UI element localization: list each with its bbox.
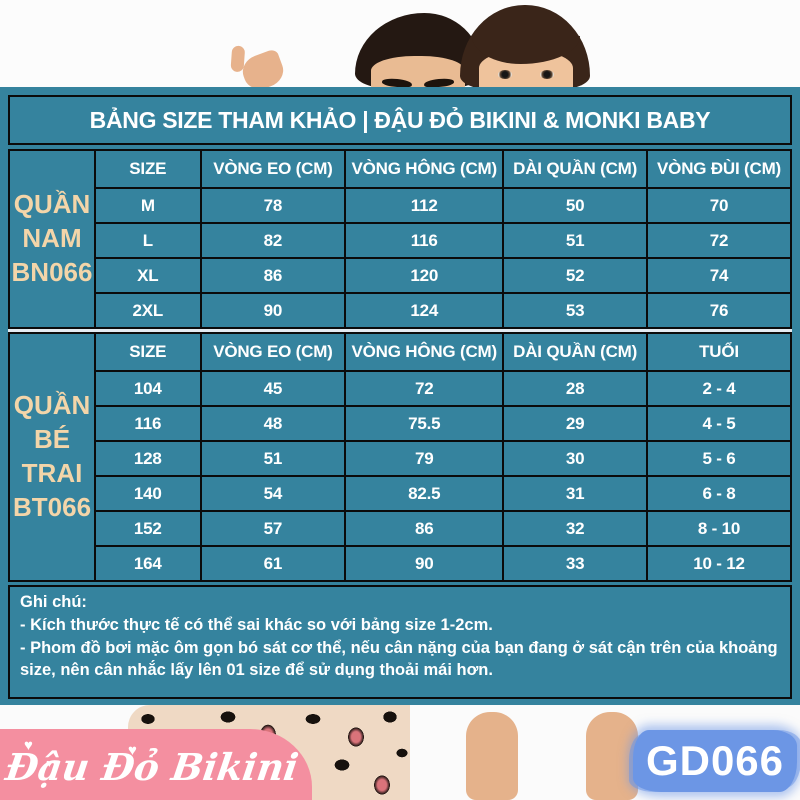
table-cell: L (94, 222, 202, 259)
table-cell: 76 (646, 292, 792, 329)
table-cell: M (94, 187, 202, 224)
table-cell: 8 - 10 (646, 510, 792, 547)
table-cell: 72 (646, 222, 792, 259)
table-cell: 51 (199, 440, 347, 477)
brand-logo-text: Đậu Đỏ Bikini (2, 745, 302, 789)
table-cell: 2XL (94, 292, 202, 329)
table-row: 152 57 86 32 8 - 10 (9, 510, 792, 547)
child-leg-photo (466, 712, 518, 800)
table-cell: 72 (344, 370, 505, 407)
table-cell: 152 (94, 510, 202, 547)
table-cell: 10 - 12 (646, 545, 792, 582)
table-separator (8, 329, 792, 332)
notes-heading: Ghi chú: (20, 593, 87, 611)
table-cell: 50 (502, 187, 649, 224)
boy-eye-photo (498, 70, 512, 79)
table-cell: 75.5 (344, 405, 505, 442)
table-cell: 82.5 (344, 475, 505, 512)
column-header: DÀI QUẦN (CM) (502, 332, 649, 372)
table-cell: 116 (344, 222, 505, 259)
table-row: M 78 112 50 70 (9, 187, 792, 224)
table-cell: 74 (646, 257, 792, 294)
board-title: BẢNG SIZE THAM KHẢO | ĐẬU ĐỎ BIKINI & MO… (8, 95, 792, 145)
table-cell: 79 (344, 440, 505, 477)
table-cell: 90 (199, 292, 347, 329)
column-header: VÒNG HÔNG (CM) (344, 332, 505, 372)
size-board: BẢNG SIZE THAM KHẢO | ĐẬU ĐỎ BIKINI & MO… (0, 87, 800, 705)
child-leg-photo (586, 712, 638, 800)
notes-box: Ghi chú: - Kích thước thực tế có thể sai… (8, 585, 792, 699)
table-row: 140 54 82.5 31 6 - 8 (9, 475, 792, 512)
table-cell: 57 (199, 510, 347, 547)
product-label: QUẦN BÉ TRAI BT066 (7, 332, 97, 582)
product-code-badge: GD066 (633, 730, 797, 792)
table-cell: 61 (199, 545, 347, 582)
table-row: 164 61 90 33 10 - 12 (9, 545, 792, 582)
table-cell: 86 (344, 510, 505, 547)
table-cell: 82 (199, 222, 347, 259)
table-cell: XL (94, 257, 202, 294)
table-cell: 112 (344, 187, 505, 224)
column-header: VÒNG HÔNG (CM) (344, 149, 505, 189)
table-cell: 78 (199, 187, 347, 224)
table-cell: 51 (502, 222, 649, 259)
table-cell: 6 - 8 (646, 475, 792, 512)
table-cell: 33 (502, 545, 649, 582)
table-cell: 4 - 5 (646, 405, 792, 442)
table-cell: 28 (502, 370, 649, 407)
table-header-row: QUẦN NAM BN066 SIZE VÒNG EO (CM) VÒNG HÔNG (C… (7, 149, 792, 329)
table-cell: 32 (502, 510, 649, 547)
table-cell: 124 (344, 292, 505, 329)
table-row: 128 51 79 30 5 - 6 (9, 440, 792, 477)
product-label: QUẦN NAM BN066 (7, 149, 97, 329)
column-header: SIZE (94, 149, 202, 189)
table-cell: 52 (502, 257, 649, 294)
heart-icon: ♥ (46, 758, 53, 770)
table-cell: 54 (199, 475, 347, 512)
table-cell: 116 (94, 405, 202, 442)
column-header: SIZE (94, 332, 202, 372)
table-cell: 48 (199, 405, 347, 442)
note-line: - Phom đồ bơi mặc ôm gọn bó sát cơ thể, … (20, 638, 778, 680)
table-cell: 30 (502, 440, 649, 477)
table-cell: 45 (199, 370, 347, 407)
table-cell: 70 (646, 187, 792, 224)
table-header-row: QUẦN BÉ TRAI BT066 SIZE VÒNG EO (CM) VÒNG HÔNG… (7, 332, 792, 582)
table-cell: 104 (94, 370, 202, 407)
heart-icon: ♥ (128, 742, 137, 759)
table-cell: 120 (344, 257, 505, 294)
table-cell: 164 (94, 545, 202, 582)
boy-eye-photo (540, 70, 554, 79)
table-row: 116 48 75.5 29 4 - 5 (9, 405, 792, 442)
table-row: 2XL 90 124 53 76 (9, 292, 792, 329)
table-cell: 86 (199, 257, 347, 294)
table-cell: 53 (502, 292, 649, 329)
column-header: TUỔI (646, 332, 792, 372)
column-header: VÒNG EO (CM) (199, 149, 347, 189)
table-cell: 31 (502, 475, 649, 512)
column-header: VÒNG EO (CM) (199, 332, 347, 372)
photo-bottom-strip: ♥ ♥ ♥ Đậu Đỏ Bikini GD066 (0, 705, 800, 800)
table-cell: 140 (94, 475, 202, 512)
table-row: XL 86 120 52 74 (9, 257, 792, 294)
size-table-boys: QUẦN BÉ TRAI BT066 SIZE VÒNG EO (CM) VÒNG HÔNG… (7, 332, 792, 582)
photo-top-strip (0, 0, 800, 94)
column-header: VÒNG ĐÙI (CM) (646, 149, 792, 189)
note-line: - Kích thước thực tế có thể sai khác so … (20, 615, 493, 634)
brand-logo-plate: ♥ ♥ ♥ Đậu Đỏ Bikini (0, 729, 312, 800)
table-row: 104 45 72 28 2 - 4 (9, 370, 792, 407)
table-row: L 82 116 51 72 (9, 222, 792, 259)
table-cell: 128 (94, 440, 202, 477)
column-header: DÀI QUẦN (CM) (502, 149, 649, 189)
heart-icon: ♥ (24, 737, 33, 754)
table-cell: 2 - 4 (646, 370, 792, 407)
table-cell: 5 - 6 (646, 440, 792, 477)
table-cell: 90 (344, 545, 505, 582)
size-table-men: QUẦN NAM BN066 SIZE VÒNG EO (CM) VÒNG HÔNG (C… (7, 149, 792, 329)
table-cell: 29 (502, 405, 649, 442)
